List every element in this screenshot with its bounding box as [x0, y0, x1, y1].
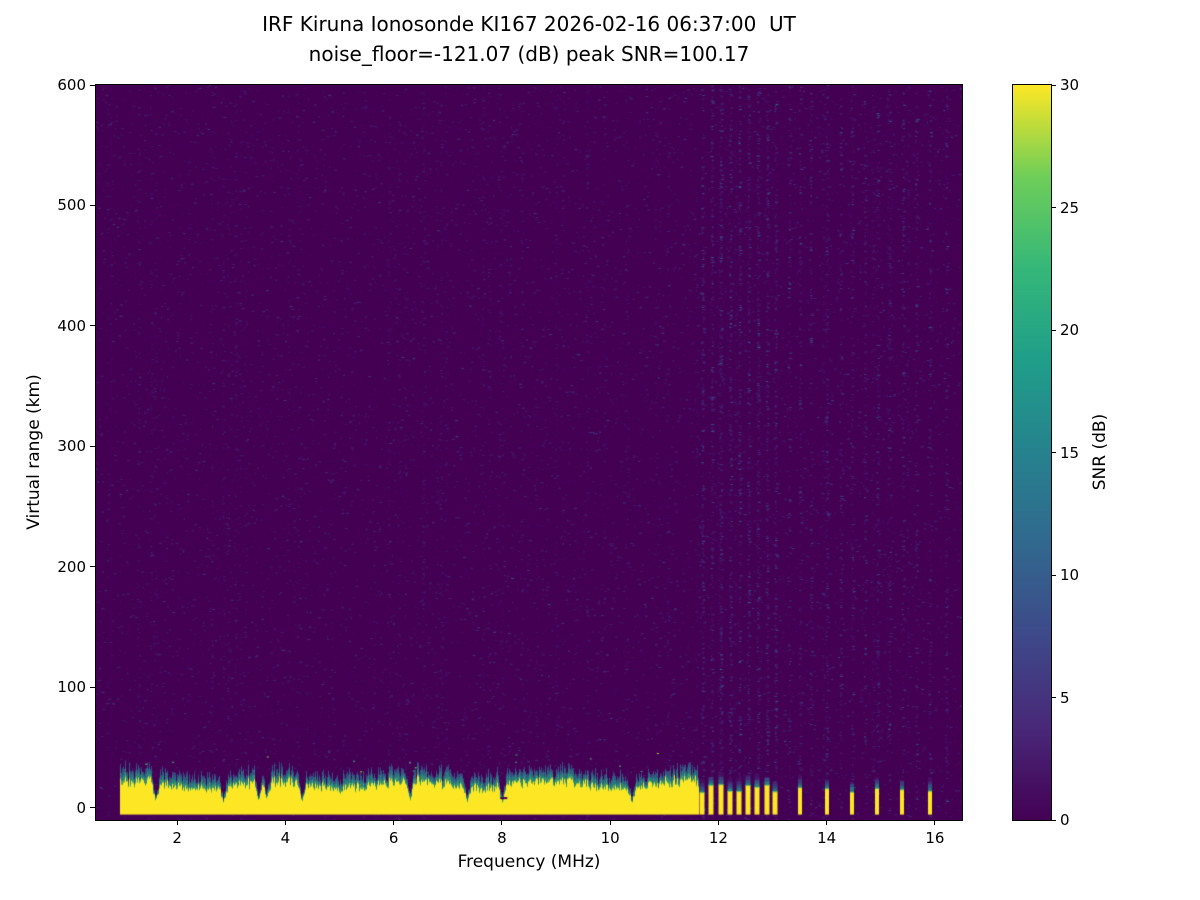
x-tick-label: 14 — [817, 829, 837, 847]
x-tick-label: 10 — [600, 829, 620, 847]
x-tick-label: 16 — [925, 829, 945, 847]
chart-title-line2: noise_floor=-121.07 (dB) peak SNR=100.17 — [308, 42, 750, 66]
x-tick-label: 12 — [708, 829, 728, 847]
colorbar-tick-mark — [1051, 819, 1056, 821]
y-tick-mark — [90, 566, 96, 568]
x-tick-mark — [717, 820, 719, 825]
colorbar-tick-label: 5 — [1060, 688, 1070, 707]
colorbar-tick-mark — [1051, 697, 1056, 698]
x-tick-mark — [826, 820, 828, 825]
ionogram-heatmap — [96, 85, 962, 820]
x-tick-mark — [501, 820, 503, 825]
x-tick-label: 4 — [280, 829, 291, 847]
colorbar-tick-label: 20 — [1060, 321, 1080, 339]
colorbar-tick-mark — [1051, 452, 1056, 453]
colorbar-tick-mark — [1051, 207, 1056, 208]
x-axis-label: Frequency (MHz) — [457, 852, 601, 872]
y-tick-label: 100 — [57, 678, 86, 697]
y-tick-mark — [90, 445, 96, 447]
x-tick-mark — [393, 820, 395, 825]
colorbar-tick-label: 10 — [1060, 566, 1080, 584]
y-tick-label: 600 — [57, 76, 86, 94]
x-tick-mark — [176, 820, 178, 825]
y-tick-mark — [90, 686, 96, 688]
x-tick-label: 2 — [172, 829, 182, 847]
colorbar-tick-label: 15 — [1060, 443, 1080, 462]
colorbar-gradient — [1012, 84, 1052, 821]
y-tick-mark — [90, 204, 96, 206]
x-tick-label: 8 — [497, 829, 507, 847]
colorbar-tick-mark — [1051, 574, 1056, 576]
chart-title-line1: IRF Kiruna Ionosonde KI167 2026-02-16 06… — [262, 12, 796, 36]
colorbar-tick-label: 30 — [1060, 76, 1080, 94]
y-tick-label: 500 — [57, 196, 86, 215]
colorbar-tick-label: 25 — [1060, 198, 1080, 217]
y-tick-label: 300 — [57, 437, 86, 456]
colorbar-tick-mark — [1051, 329, 1056, 331]
y-tick-label: 0 — [76, 798, 86, 817]
x-tick-mark — [284, 820, 286, 825]
x-tick-mark — [934, 820, 936, 825]
y-tick-mark — [90, 84, 96, 86]
colorbar-tick-label: 0 — [1060, 811, 1070, 829]
y-tick-label: 400 — [57, 316, 86, 335]
y-tick-mark — [90, 325, 96, 327]
x-tick-mark — [609, 820, 611, 825]
y-tick-mark — [90, 807, 96, 809]
y-tick-label: 200 — [57, 557, 86, 576]
colorbar-tick-mark — [1051, 84, 1056, 86]
x-tick-label: 6 — [388, 829, 399, 847]
